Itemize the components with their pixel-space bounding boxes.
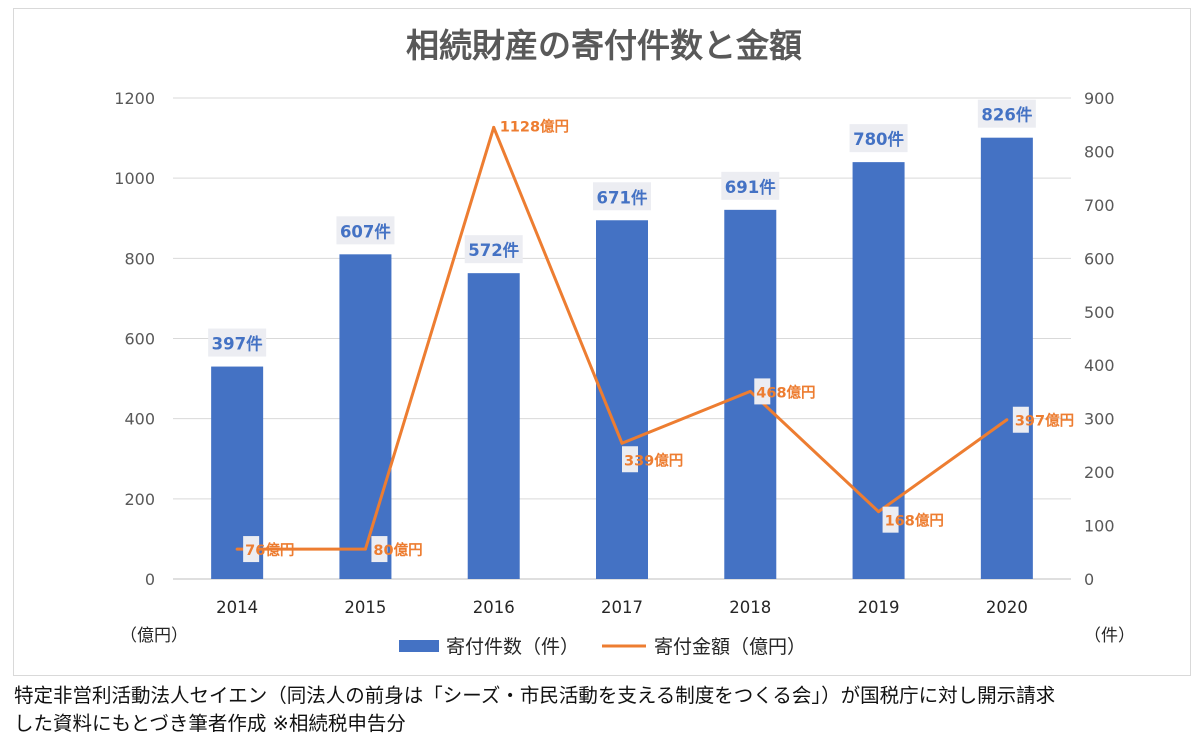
bar-label-bg [977,99,1036,128]
x-tick-label: 2014 [216,598,258,617]
bar-label-bg [849,124,908,153]
left-tick-label: 400 [124,410,155,429]
line-point [363,547,367,551]
line-label-bg [243,536,260,563]
x-axis: 2014 2015 2016 2017 2018 2019 2020 [173,578,1071,617]
legend-line-label: 寄付金額（億円） [654,636,806,658]
right-tick-label: 100 [1084,517,1115,536]
chart-title: 相続財産の寄付件数と金額 [406,26,802,65]
legend-bar-swatch [399,640,439,652]
source-line-2: した資料にもとづき筆者作成 ※相続税申告分 [14,712,406,735]
right-tick-label: 400 [1084,356,1115,375]
left-tick-label: 200 [124,490,155,509]
x-tick-label: 2015 [344,598,386,617]
bar-label-group: 826件 [977,99,1036,128]
line-label-bg [882,506,899,533]
left-axis: 0 200 400 600 800 1000 1200 [114,89,155,589]
chart-frame: 相続財産の寄付件数と金額 0 200 400 600 800 1000 1200 0 100 2… [13,8,1191,676]
bar-label-bg [336,216,395,245]
right-tick-label: 500 [1084,303,1115,322]
source-note: 特定非営利活動法人セイエン（同法人の前身は「シーズ・市民活動を支える制度をつくる… [14,682,1190,738]
line-data-label: 76億円 [245,541,294,559]
bar [980,137,1033,579]
bar-data-label: 826件 [981,105,1032,125]
line-label-bg [371,536,388,563]
x-tick-label: 2018 [729,598,771,617]
line-data-labels: 76億円 80億円 1128億円 339億円 468億円 168億円 397億円 [243,117,1074,563]
bar-data-label: 780件 [853,129,904,149]
line-point [748,389,752,393]
bar-label-group: 780件 [849,124,908,153]
x-tick-label: 2017 [601,598,643,617]
x-tick-label: 2016 [473,598,515,617]
bar-label-bg [464,235,523,264]
bar-label-bg [721,171,780,200]
line-label-group: 1128億円 [500,117,569,135]
right-tick-label: 700 [1084,196,1115,215]
left-tick-label: 1000 [114,169,155,188]
bar-data-label: 607件 [340,221,391,241]
line-point [877,510,881,514]
line-label-group: 397億円 [1012,406,1074,433]
bar [467,273,520,579]
right-tick-label: 0 [1084,570,1094,589]
legend-bar-label: 寄付件数（件） [446,636,579,658]
left-tick-label: 800 [124,249,155,268]
right-tick-label: 200 [1084,463,1115,482]
right-tick-label: 600 [1084,249,1115,268]
line-label-group: 168億円 [882,506,944,533]
bar-label-bg [208,328,267,357]
line-data-label: 80億円 [373,541,422,559]
line-data-label: 339億円 [624,451,683,469]
right-axis: 0 100 200 300 400 500 600 700 800 900 [1084,89,1115,589]
bar-data-label: 572件 [468,240,519,260]
right-tick-label: 900 [1084,89,1115,108]
line-data-label: 1128億円 [500,117,569,135]
line-series [235,125,1009,551]
bar-data-label: 691件 [725,177,776,197]
line-label-group: 468億円 [754,378,816,405]
bar-label-group: 397件 [208,328,267,357]
bar-label-group: 671件 [593,182,651,211]
line-label-group: 339億円 [622,446,683,473]
source-line-1: 特定非営利活動法人セイエン（同法人の前身は「シーズ・市民活動を支える制度をつくる… [14,684,1056,707]
line-label-group: 80億円 [371,536,423,563]
chart-svg: 相続財産の寄付件数と金額 0 200 400 600 800 1000 1200 0 100 2… [114,26,1135,658]
bar-label-group: 572件 [464,235,523,264]
line-label-bg [622,446,638,473]
bar [339,254,392,579]
line-label-bg [754,378,771,405]
bar-data-labels: 397件 607件 572件 671件 691件 780件 826件 [208,99,1036,357]
bar-label-group: 691件 [721,171,780,200]
right-tick-label: 300 [1084,410,1115,429]
left-axis-unit-label: （億円） [120,626,188,646]
line-point [1005,418,1009,422]
line-data-label: 468億円 [756,383,815,401]
right-axis-unit-label: （件） [1084,626,1135,646]
bar-data-label: 671件 [597,187,648,207]
right-tick-label: 800 [1084,142,1115,161]
line-point [620,441,624,445]
left-tick-label: 0 [145,570,155,589]
bar-label-group: 607件 [336,216,395,245]
line-point [492,125,496,129]
line-label-bg [1012,406,1029,433]
left-tick-label: 600 [124,330,155,349]
bar-data-label: 397件 [212,334,263,354]
line-label-group: 76億円 [243,536,294,563]
line-point [235,547,239,551]
line-data-label: 168億円 [885,512,944,530]
left-tick-label: 1200 [114,89,155,108]
legend: 寄付件数（件） 寄付金額（億円） [399,636,806,658]
bar-label-bg [593,182,651,211]
x-tick-label: 2019 [858,598,900,617]
line-data-label: 397億円 [1015,412,1074,430]
x-tick-label: 2020 [986,598,1028,617]
